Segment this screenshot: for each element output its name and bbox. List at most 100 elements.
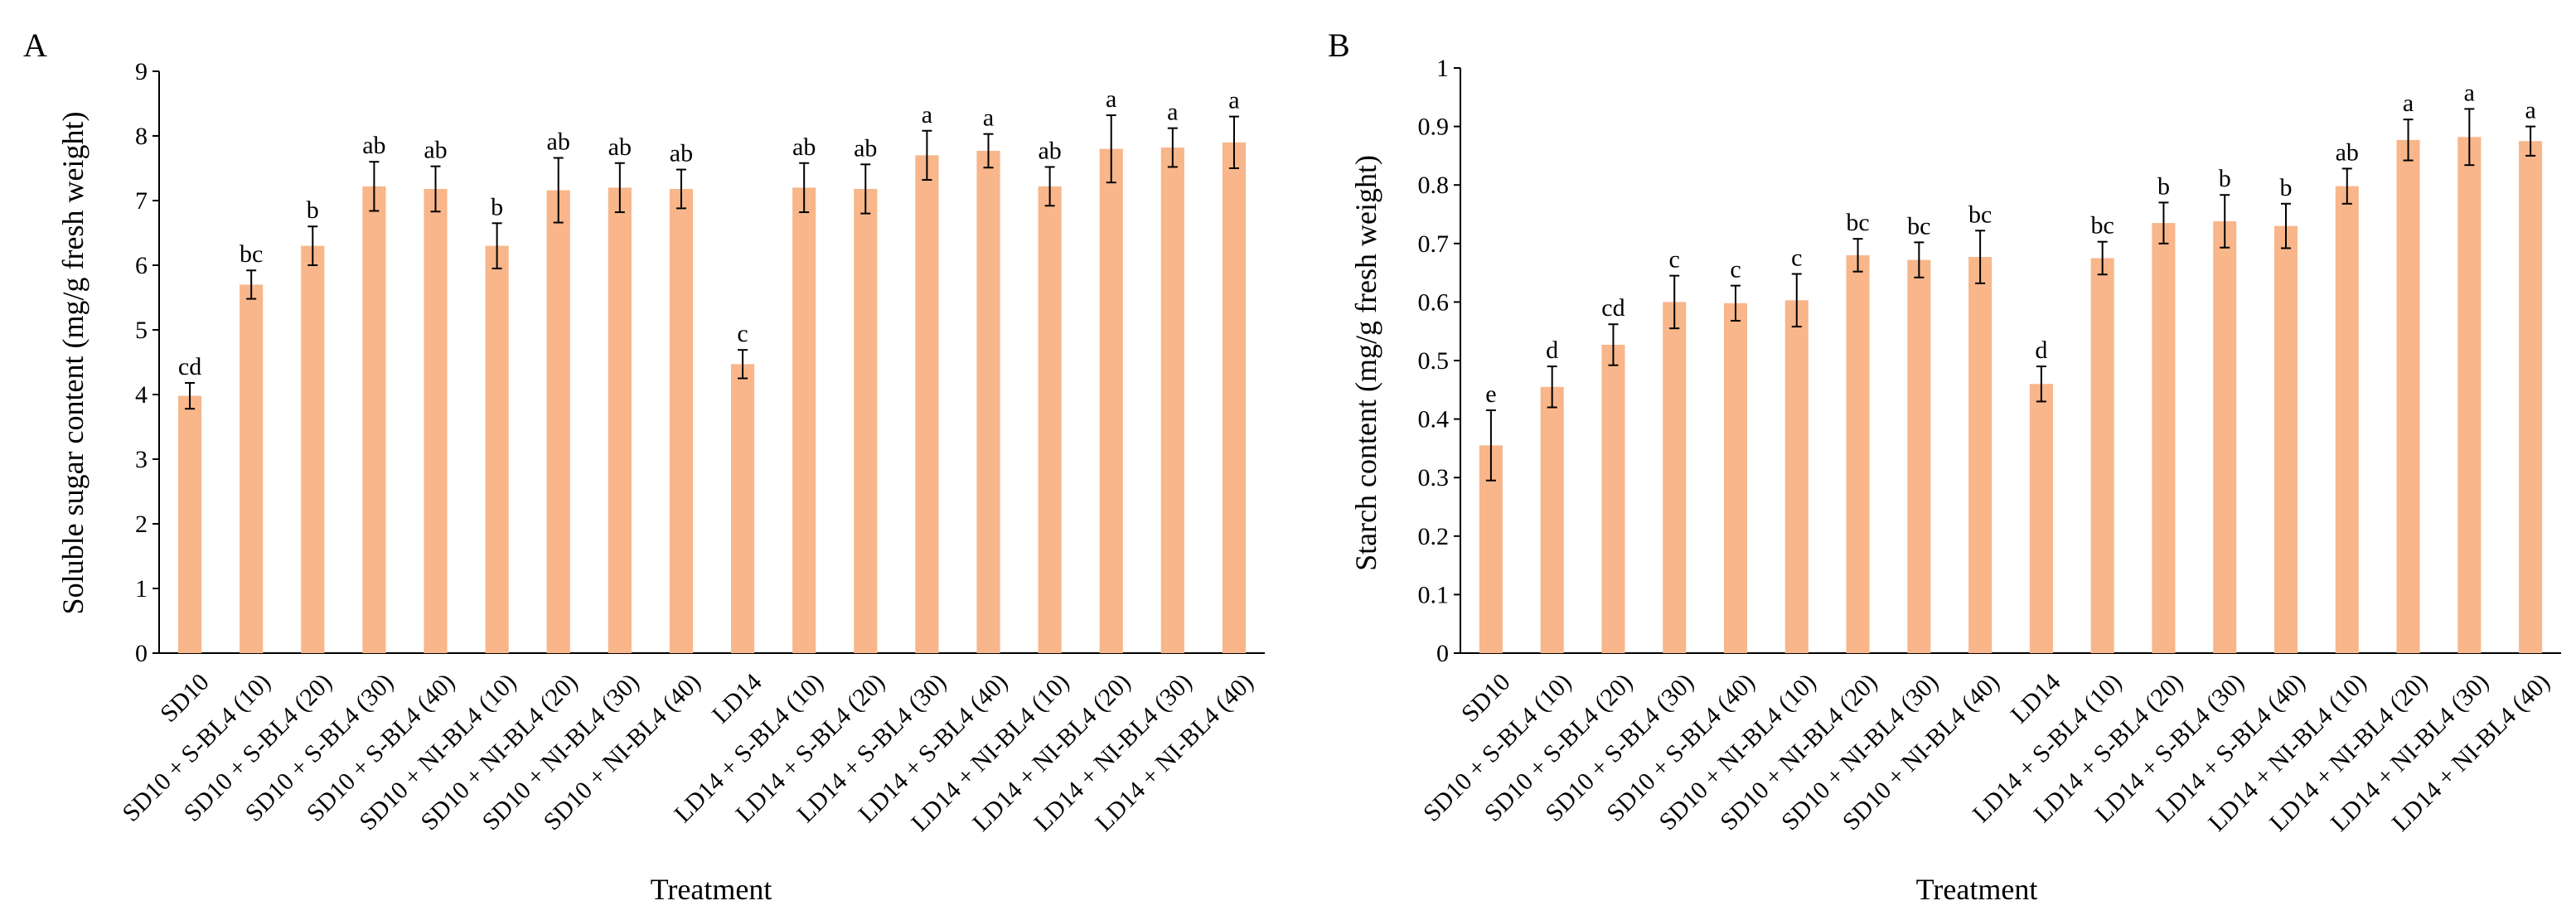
panel-b-bar — [1540, 386, 1564, 653]
panel-b-bar — [1663, 302, 1687, 653]
panel-a-significance-letter: a — [983, 104, 994, 132]
panel-a-y-tick-label: 0 — [135, 640, 148, 667]
panel-b-y-tick-label: 0.5 — [1418, 347, 1450, 375]
panel-b-y-axis-title: Starch content (mg/g fresh weight) — [1349, 155, 1382, 571]
panel-a-bar — [424, 188, 448, 653]
panel-b-bar — [2396, 139, 2420, 653]
panel-b-bar — [1601, 344, 1625, 653]
panel-b-significance-letter: d — [1546, 337, 1558, 364]
panel-b-significance-letter: cd — [1601, 294, 1625, 322]
panel-a-bar — [1222, 142, 1247, 654]
panel-b-significance-letter: c — [1730, 256, 1741, 283]
panel-b-significance-letter: b — [2219, 165, 2231, 192]
panel-a-significance-letter: bc — [240, 240, 263, 268]
panel-a-y-tick-label: 6 — [135, 252, 148, 279]
panel-a-significance-letter: b — [491, 193, 503, 220]
panel-b-significance-letter: c — [1669, 246, 1680, 274]
panel-a-bar — [915, 155, 939, 653]
panel-a-letter: A — [23, 27, 47, 64]
panel-a-y-tick-label: 3 — [135, 446, 148, 473]
panel-a-bar — [976, 150, 1000, 653]
panel-a-bar — [546, 190, 570, 653]
panel-a-significance-letter: ab — [792, 133, 816, 161]
panel-a-significance-letter: ab — [608, 133, 632, 161]
panel-b-bar — [2213, 220, 2237, 653]
panel-a-x-axis-title: Treatment — [651, 873, 772, 906]
panel-b-bar — [1723, 303, 1748, 653]
panel-b-y-tick-label: 0.2 — [1418, 523, 1450, 550]
panel-b-y-tick-label: 0.1 — [1418, 581, 1450, 608]
panel-a-significance-letter: c — [737, 320, 748, 347]
panel-b-y-tick-label: 0 — [1436, 640, 1449, 667]
panel-b-significance-letter: ab — [2336, 138, 2359, 166]
panel-b-significance-letter: a — [2525, 97, 2535, 124]
panel-b-y-tick-label: 1 — [1436, 55, 1449, 82]
panel-b-bar — [1846, 254, 1870, 653]
panel-a-bar — [1038, 186, 1062, 654]
panel-a-y-tick-label: 8 — [135, 123, 148, 150]
panel-a-bar — [1160, 148, 1184, 654]
panel-a-significance-letter: cd — [178, 353, 201, 380]
panel-b-bar — [2457, 137, 2482, 654]
panel-b-bar — [2273, 225, 2298, 653]
panel-a-y-tick-label: 2 — [135, 511, 148, 538]
panel-a-bar — [669, 188, 694, 653]
panel-b-bar — [2152, 223, 2176, 654]
panel-b-x-axis-title: Treatment — [1916, 873, 2038, 906]
panel-a-y-tick-label: 9 — [135, 58, 148, 85]
panel-a-y-tick-label: 1 — [135, 575, 148, 603]
panel-b-y-tick-label: 0.9 — [1418, 114, 1450, 141]
panel-a-significance-letter: a — [922, 101, 932, 128]
panel-a-significance-letter: ab — [1038, 137, 1061, 164]
panel-b-significance-letter: c — [1791, 245, 1802, 272]
panel-a-significance-letter: ab — [424, 137, 447, 164]
panel-b-letter: B — [1328, 27, 1350, 64]
panel-a-bar — [1099, 148, 1123, 654]
panel-a-y-tick-label: 7 — [135, 187, 148, 215]
panel-b-y-tick-label: 0.8 — [1418, 172, 1450, 199]
panel-b-y-tick-label: 0.7 — [1418, 230, 1450, 258]
panel-a-bar — [485, 245, 509, 653]
panel-a-significance-letter: ab — [362, 132, 385, 159]
panel-b-significance-letter: bc — [2091, 212, 2114, 240]
panel-b-y-tick-label: 0.4 — [1418, 406, 1450, 433]
panel-a-y-tick-label: 5 — [135, 317, 148, 344]
panel-b-bar — [1968, 257, 1993, 653]
panel-a-bar — [177, 395, 202, 653]
panel-b-significance-letter: a — [2403, 90, 2414, 117]
panel-a-y-tick-label: 4 — [135, 381, 148, 409]
panel-a-bar — [301, 245, 325, 653]
panel-b-bar — [2519, 141, 2543, 653]
panel-b-chart: 00.10.20.30.40.50.60.70.80.91eSD10dSD10 … — [1418, 55, 2561, 837]
panel-b-significance-letter: b — [2280, 174, 2293, 201]
panel-b-bar — [2335, 186, 2359, 653]
panel-b-bar — [1907, 259, 1931, 653]
panel-b-y-tick-label: 0.3 — [1418, 464, 1450, 491]
panel-b-bar — [2029, 384, 2053, 653]
panel-a-y-axis-title: Soluble sugar content (mg/g fresh weight… — [56, 112, 90, 615]
panel-b-y-tick-label: 0.6 — [1418, 288, 1450, 316]
panel-a-bar — [362, 186, 386, 654]
panel-a-bar — [730, 364, 755, 653]
panel-b-significance-letter: bc — [1846, 209, 1869, 236]
panel-b-significance-letter: d — [2035, 337, 2047, 364]
panel-a-significance-letter: ab — [854, 134, 877, 162]
panel-b-significance-letter: bc — [1907, 212, 1930, 240]
panel-a-significance-letter: ab — [547, 128, 570, 156]
panel-b-significance-letter: e — [1485, 380, 1496, 408]
panel-b-significance-letter: bc — [1968, 201, 1992, 228]
panel-a-bar — [608, 187, 632, 653]
panel-b-bar — [2090, 258, 2114, 653]
panel-a-significance-letter: a — [1167, 99, 1178, 126]
panel-a-bar — [792, 187, 816, 653]
panel-a-significance-letter: a — [1106, 85, 1116, 113]
panel-a-significance-letter: b — [307, 196, 319, 224]
panel-b-significance-letter: b — [2157, 172, 2170, 200]
panel-a-significance-letter: ab — [670, 140, 693, 167]
panel-a-significance-letter: a — [1228, 87, 1239, 114]
panel-a-bar — [854, 188, 878, 653]
panel-b-bar — [1784, 300, 1809, 653]
panel-a-bar — [240, 284, 264, 653]
